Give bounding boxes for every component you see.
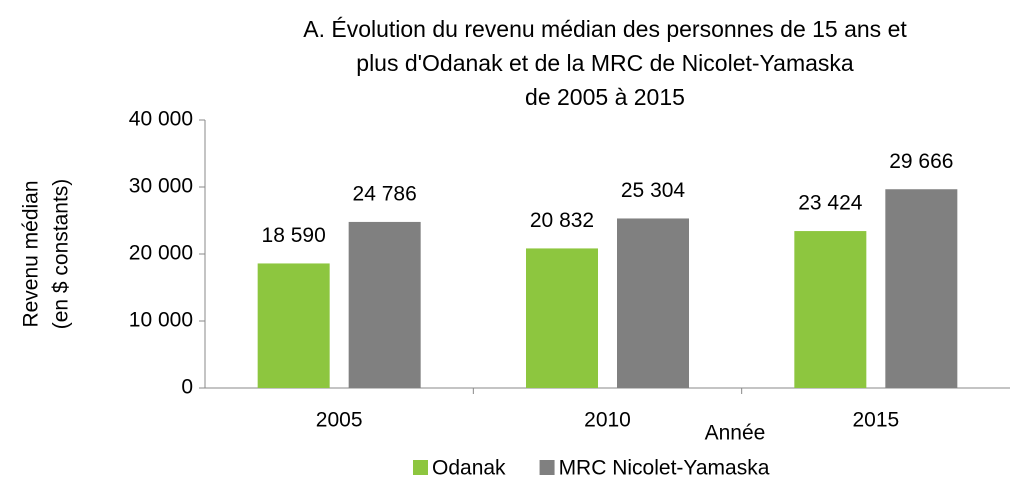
x-tick-label: 2005 xyxy=(316,409,363,432)
chart-title: A. Évolution du revenu médian des person… xyxy=(303,16,907,42)
data-label: 25 304 xyxy=(621,179,686,202)
data-label: 29 666 xyxy=(889,150,953,173)
y-axis-label: Revenu médian xyxy=(20,180,43,327)
y-tick-label: 40 000 xyxy=(129,108,193,131)
bar xyxy=(617,218,689,388)
data-label: 20 832 xyxy=(530,209,594,232)
data-label: 18 590 xyxy=(262,224,326,247)
bar xyxy=(257,263,330,388)
data-label: 24 786 xyxy=(353,182,417,205)
legend-swatch xyxy=(539,460,555,475)
chart-title: plus d'Odanak et de la MRC de Nicolet-Ya… xyxy=(356,50,854,76)
bar xyxy=(526,248,598,388)
y-tick-label: 20 000 xyxy=(129,242,193,265)
data-label: 23 424 xyxy=(798,192,863,215)
bar xyxy=(885,189,958,388)
x-axis-label: Année xyxy=(705,422,766,445)
x-tick-label: 2010 xyxy=(584,409,631,432)
y-tick-label: 30 000 xyxy=(129,175,193,198)
y-axis-label: (en $ constants) xyxy=(50,179,73,330)
bar xyxy=(794,231,867,388)
x-tick-label: 2015 xyxy=(852,409,899,432)
legend-label: MRC Nicolet-Yamaska xyxy=(559,457,770,478)
bar xyxy=(348,221,421,388)
legend-label: Odanak xyxy=(432,457,506,478)
legend-swatch xyxy=(413,460,428,475)
y-tick-label: 0 xyxy=(181,376,193,399)
chart-title: de 2005 à 2015 xyxy=(525,84,685,110)
y-tick-label: 10 000 xyxy=(129,309,193,332)
